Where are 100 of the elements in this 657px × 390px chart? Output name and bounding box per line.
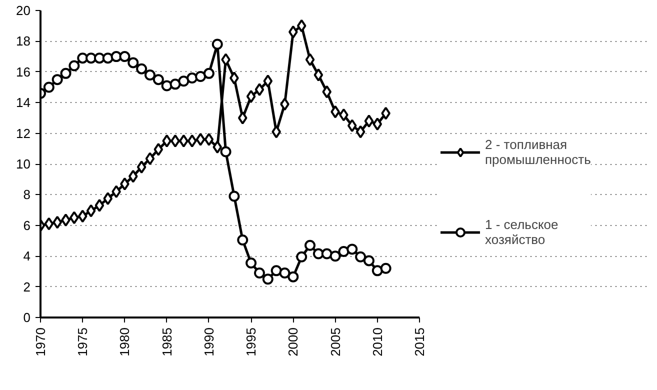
point [102,52,114,64]
point [254,267,265,278]
point [77,52,88,64]
point [70,211,79,224]
point [288,25,298,38]
y-tick-label: 16 [16,64,31,80]
point [330,250,341,262]
legend-label: 2 - топливная промышленность [485,137,591,167]
point [136,160,146,174]
point [120,177,130,190]
point [178,76,190,87]
point [110,51,122,62]
point [296,19,306,32]
x-tick-label: 1980 [117,328,132,356]
point [355,251,366,262]
x-tick-label: 2000 [286,328,301,356]
point [94,52,105,64]
point [322,85,332,98]
point [314,68,324,82]
point [380,262,392,274]
point [170,134,180,148]
y-tick-label: 18 [16,34,31,49]
point [228,190,240,202]
point [136,63,148,74]
point [330,105,340,118]
point [86,52,97,64]
point [203,68,214,79]
legend-label: 1 - сельское хозяйство [485,217,558,247]
y-tick-label: 20 [16,3,31,18]
x-tick-label: 2005 [328,328,343,356]
x-tick-label: 1990 [201,328,216,356]
point [279,267,290,278]
point [363,255,374,266]
point [220,146,232,158]
point [305,53,315,66]
point [128,57,139,68]
x-tick-label: 1995 [244,328,259,356]
point [212,38,223,50]
point [68,60,80,72]
point [212,140,222,154]
point [288,271,299,282]
y-tick-label: 6 [23,218,31,233]
y-tick-label: 12 [16,126,31,141]
x-tick-label: 1975 [75,328,90,356]
point [372,118,382,131]
point [145,152,155,166]
point [144,69,156,80]
point [86,204,96,218]
point [246,90,256,103]
y-tick-label: 4 [23,248,31,264]
point [280,98,290,111]
y-tick-label: 10 [16,156,31,172]
x-tick-label: 1970 [33,328,48,356]
point [221,53,230,66]
point [237,234,248,246]
x-tick-label: 2010 [370,328,385,356]
point [230,72,239,85]
point [338,246,350,257]
point [179,134,188,148]
point [119,51,130,62]
point [381,106,390,120]
point [204,132,214,146]
point [321,248,332,260]
point [170,78,181,90]
point [195,71,206,82]
point [356,125,366,138]
point [263,74,273,88]
point [152,74,164,86]
point [112,185,121,198]
point [347,119,357,132]
point [103,192,113,206]
point [364,114,374,128]
point [339,108,348,122]
point [78,210,88,223]
point [304,240,316,251]
point [186,72,198,84]
x-tick-label: 1985 [159,328,174,356]
point [94,198,104,212]
point [296,251,308,262]
point [154,142,164,156]
point [162,134,172,148]
point [60,68,72,79]
point [246,258,257,268]
point [262,274,274,285]
y-tick-label: 14 [16,95,31,110]
point [272,125,281,138]
point [161,80,172,92]
point [43,82,54,93]
y-tick-label: 8 [23,187,31,202]
point [346,244,358,255]
point [254,83,264,96]
point [52,216,62,229]
y-tick-label: 0 [23,310,31,325]
point [187,134,197,148]
y-tick-label: 2 [23,279,31,294]
point [238,111,248,124]
point [52,74,63,86]
point [270,265,282,276]
point [128,170,138,183]
point [44,217,54,230]
